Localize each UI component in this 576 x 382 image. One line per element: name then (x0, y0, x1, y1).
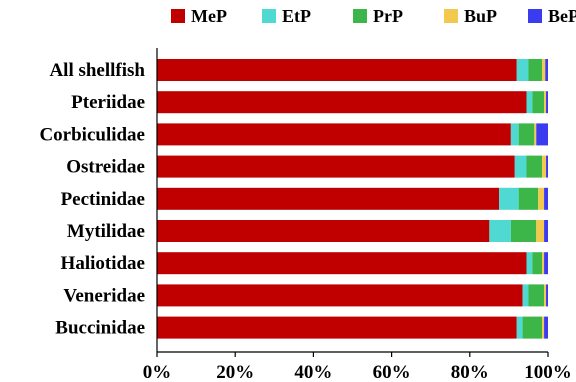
bar-all-shellfish-bep (545, 59, 548, 81)
legend-swatch-mep (171, 9, 185, 23)
category-label-all-shellfish: All shellfish (49, 60, 145, 81)
legend-swatch-bup (444, 9, 458, 23)
legend-label-mep: MeP (191, 6, 227, 26)
bar-all-shellfish-bup (542, 59, 546, 81)
bar-pteriidae-prp (532, 91, 545, 114)
legend-label-bup: BuP (464, 6, 497, 26)
category-label-pteriidae: Pteriidae (71, 92, 145, 113)
bar-corbiculidae-bep (536, 123, 548, 146)
bar-veneridae-bup (544, 284, 547, 307)
bar-pteriidae-bup (544, 91, 547, 114)
bar-corbiculidae-etp (510, 123, 519, 146)
bar-pectinidae-bep (544, 187, 548, 210)
legend-swatch-bep (528, 9, 542, 23)
category-label-haliotidae: Haliotidae (61, 253, 145, 274)
bar-veneridae-mep (157, 284, 523, 307)
legend-label-bep: BeP (548, 6, 576, 26)
legend-label-etp: EtP (282, 6, 311, 26)
bar-veneridae-bep (546, 284, 548, 307)
bar-buccinidae-bep (544, 316, 548, 339)
bar-pectinidae-prp (518, 187, 539, 210)
bar-pteriidae-bep (546, 91, 548, 114)
bar-mytilidae-mep (157, 220, 490, 242)
bar-pteriidae-mep (157, 91, 527, 114)
category-labels: All shellfish Pteriidae Corbiculidae Ostrei… (39, 60, 145, 339)
bar-buccinidae-mep (157, 316, 517, 339)
category-label-ostreidae: Ostreidae (66, 157, 145, 178)
bar-pectinidae-etp (499, 187, 519, 210)
bar-ostreidae-bep (546, 155, 548, 178)
bars (157, 59, 548, 339)
bar-pectinidae-mep (157, 187, 500, 210)
bar-haliotidae-mep (157, 252, 527, 275)
x-axis: 0% 20% 40% 60% 80% 100% (143, 48, 572, 382)
legend-swatch-prp (353, 9, 367, 23)
bar-corbiculidae-prp (518, 123, 535, 146)
category-label-pectinidae: Pectinidae (61, 189, 145, 210)
bar-mytilidae-etp (489, 220, 511, 242)
bar-pectinidae-bup (538, 187, 545, 210)
bar-haliotidae-bep (544, 252, 548, 275)
legend-swatch-etp (262, 9, 276, 23)
x-tick-label: 40% (294, 362, 332, 382)
bar-all-shellfish-etp (516, 59, 529, 81)
legend: MeP EtP PrP BuP BeP (171, 6, 576, 26)
bar-haliotidae-prp (532, 252, 543, 275)
x-tick-label: 20% (216, 362, 254, 382)
bar-mytilidae-bup (536, 220, 545, 242)
bar-ostreidae-etp (514, 155, 527, 178)
category-label-mytilidae: Mytilidae (67, 221, 145, 242)
bar-ostreidae-mep (157, 155, 515, 178)
category-label-corbiculidae: Corbiculidae (39, 124, 145, 145)
bar-all-shellfish-mep (157, 59, 517, 81)
legend-label-prp: PrP (373, 6, 403, 26)
bar-ostreidae-prp (526, 155, 543, 178)
bar-haliotidae-bup (542, 252, 545, 275)
x-tick-label: 0% (143, 362, 172, 382)
bar-mytilidae-bep (544, 220, 548, 242)
bar-all-shellfish-prp (528, 59, 543, 81)
category-label-buccinidae: Buccinidae (55, 318, 145, 339)
bar-buccinidae-bup (542, 316, 545, 339)
bar-ostreidae-bup (542, 155, 547, 178)
bar-corbiculidae-mep (157, 123, 511, 146)
x-tick-label: 80% (451, 362, 489, 382)
bar-buccinidae-etp (516, 316, 523, 339)
category-label-veneridae: Veneridae (63, 285, 145, 306)
bar-veneridae-prp (528, 284, 545, 307)
x-tick-label: 100% (524, 362, 572, 382)
bar-corbiculidae-bup (534, 123, 537, 146)
bar-mytilidae-prp (510, 220, 537, 242)
bar-pteriidae-etp (526, 91, 533, 114)
bar-veneridae-etp (522, 284, 529, 307)
x-tick-label: 60% (373, 362, 411, 382)
bar-buccinidae-prp (522, 316, 543, 339)
bar-haliotidae-etp (526, 252, 533, 275)
